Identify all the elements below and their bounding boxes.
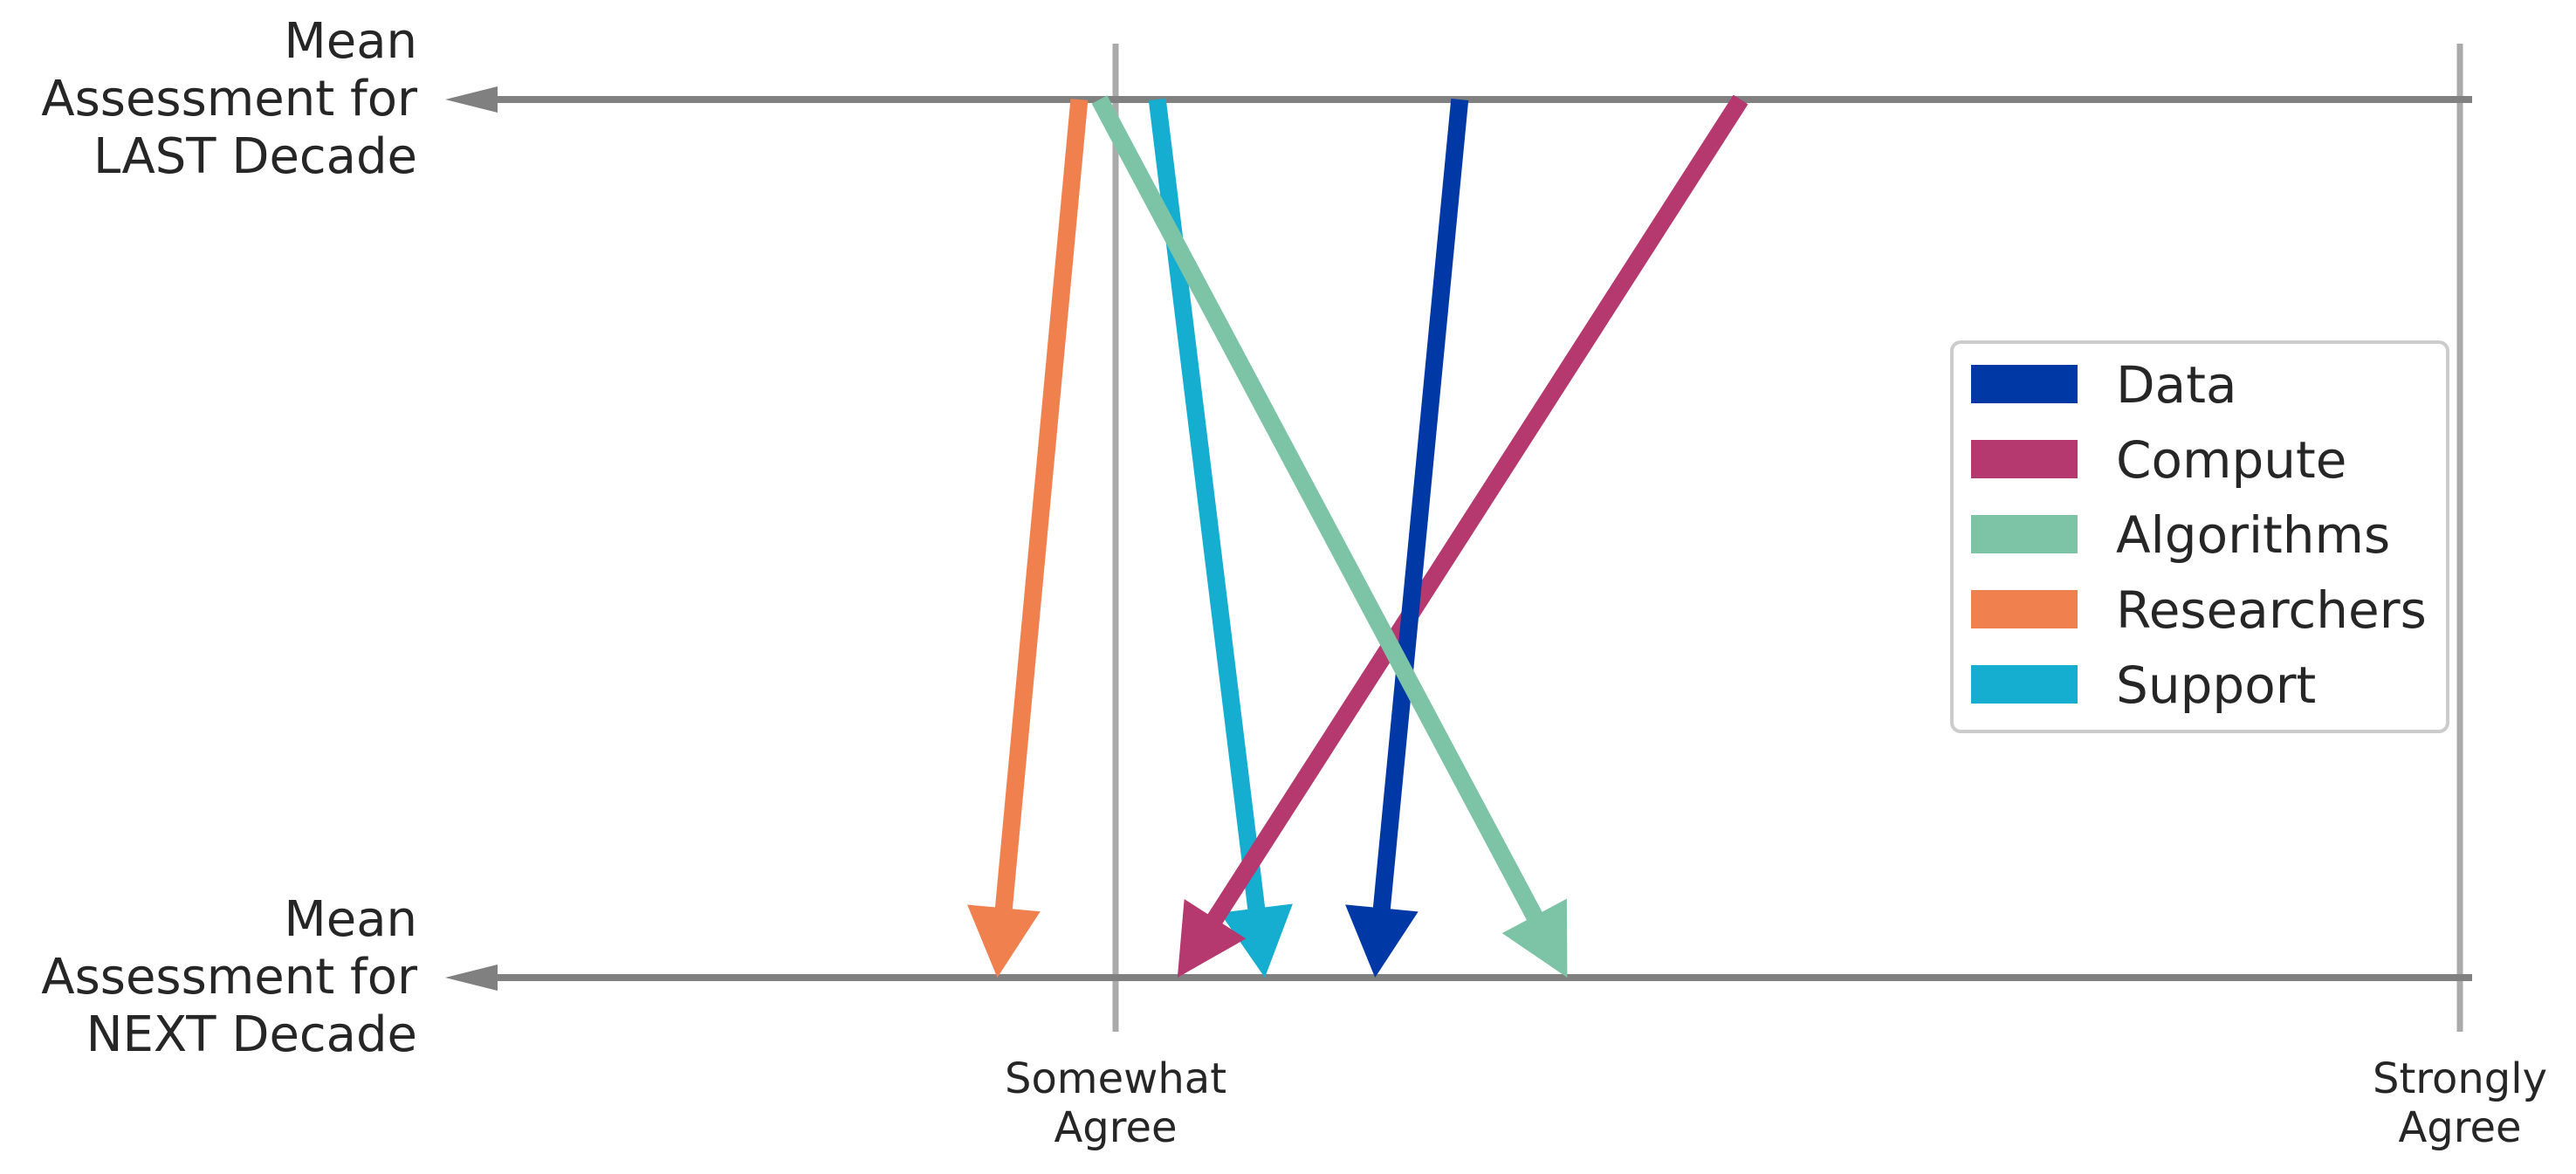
legend-label-support: Support — [2116, 656, 2316, 715]
row-axis-arrowhead-last — [445, 86, 498, 113]
arrow-researchers — [967, 99, 1089, 978]
legend-frame — [1950, 340, 2449, 733]
row-axis-arrowhead-next — [445, 965, 498, 991]
legend-label-data: Data — [2116, 355, 2237, 415]
arrow-shaft-researchers — [994, 99, 1089, 913]
arrow-head-algorithms — [1501, 898, 1568, 978]
arrow-algorithms — [1091, 95, 1568, 978]
arrow-head-support — [1219, 903, 1293, 978]
vertical-gridlines — [1112, 44, 2463, 1032]
legend-swatch-data — [1971, 365, 2078, 403]
legend-swatch-researchers — [1971, 590, 2078, 628]
legend-swatch-algorithms — [1971, 515, 2078, 553]
x-tick-label-1-line-1: Agree — [2398, 1103, 2521, 1152]
x-tick-label-1-line-0: Strongly — [2373, 1054, 2547, 1103]
legend: Data Compute Algorithms Researchers Support — [1950, 340, 2449, 733]
arrow-head-researchers — [967, 904, 1041, 978]
arrow-shaft-data — [1372, 99, 1469, 913]
x-tick-label-0-line-1: Agree — [1054, 1103, 1177, 1152]
x-tick-label-0-line-0: Somewhat — [1005, 1054, 1226, 1103]
row-label-next-line-0: Mean — [284, 891, 417, 948]
arrow-shaft-algorithms — [1091, 95, 1544, 923]
legend-swatch-compute — [1971, 440, 2078, 478]
row-label-last-line-2: LAST Decade — [93, 128, 417, 185]
legend-swatch-support — [1971, 665, 2078, 704]
arrow-shaft-compute — [1206, 94, 1748, 927]
row-label-last-line-1: Assessment for — [41, 71, 418, 127]
arrow-compute — [1177, 94, 1748, 978]
arrow-head-compute — [1177, 898, 1247, 978]
arrow-data — [1345, 99, 1469, 978]
row-label-last-line-0: Mean — [284, 13, 417, 70]
row-axes — [445, 86, 2472, 991]
row-label-next-line-1: Assessment for — [41, 949, 418, 1006]
row-label-next-line-2: NEXT Decade — [86, 1006, 417, 1063]
legend-label-algorithms: Algorithms — [2116, 505, 2390, 565]
series-arrows — [967, 94, 1748, 978]
legend-label-compute: Compute — [2116, 430, 2346, 490]
arrow-head-data — [1345, 904, 1419, 978]
legend-label-researchers: Researchers — [2116, 580, 2427, 640]
